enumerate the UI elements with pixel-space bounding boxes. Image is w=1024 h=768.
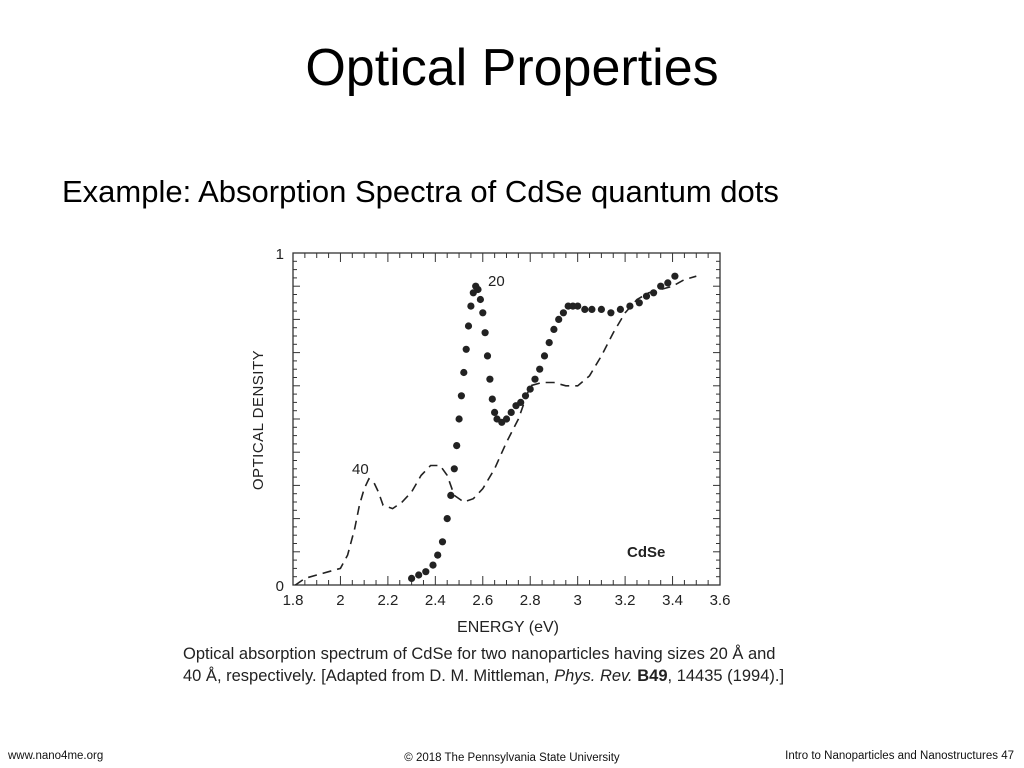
data-point	[457, 392, 465, 400]
material-annotation: CdSe	[627, 544, 665, 561]
x-tick-label: 2.4	[425, 592, 446, 609]
data-point	[597, 305, 606, 313]
x-tick-labels: 1.8 2 2.2 2.4 2.6 2.8 3 3.2 3.4 3.6	[283, 592, 731, 609]
data-point	[540, 352, 549, 360]
data-point	[517, 398, 525, 406]
data-point	[555, 315, 563, 323]
data-point	[474, 285, 482, 294]
data-point	[438, 538, 447, 546]
data-point	[481, 329, 489, 337]
data-point	[657, 282, 665, 290]
data-point	[626, 302, 634, 310]
data-point	[616, 305, 625, 313]
data-point	[483, 352, 492, 360]
footer-copyright: © 2018 The Pennsylvania State University	[404, 752, 620, 764]
data-point	[581, 305, 589, 313]
series-line-40	[294, 275, 697, 586]
data-point	[462, 345, 470, 353]
data-point	[450, 465, 458, 473]
data-point	[488, 395, 496, 403]
x-tick-label: 3.4	[662, 592, 683, 609]
data-point	[443, 515, 451, 523]
data-point	[502, 415, 511, 423]
footer-course-page: Intro to Nanoparticles and Nanostructure…	[785, 750, 1014, 762]
caption-line-1: Optical absorption spectrum of CdSe for …	[183, 645, 776, 663]
footer-website: www.nano4me.org	[8, 750, 104, 762]
data-point	[664, 279, 672, 287]
x-tick-label: 1.8	[283, 592, 304, 609]
series-label-20: 20	[488, 273, 505, 290]
data-point	[453, 442, 461, 450]
data-point	[422, 568, 430, 576]
y-axis-label: OPTICAL DENSITY	[250, 350, 267, 490]
data-point	[507, 408, 515, 416]
x-tick-label: 3.2	[615, 592, 636, 609]
data-point	[650, 289, 658, 297]
x-tick-label: 2.8	[520, 592, 541, 609]
data-point	[526, 385, 534, 393]
data-point	[447, 491, 455, 499]
data-point	[479, 309, 487, 317]
caption-volume: B49	[637, 667, 668, 685]
axis-ticks	[292, 252, 721, 586]
absorption-chart: 1.8 2 2.2 2.4 2.6 2.8 3 3.2 3.4 3.6 01 ENERGY (eV…	[250, 246, 731, 636]
data-point	[464, 322, 473, 330]
y-tick-labels: 01	[276, 246, 284, 595]
y-tick-label: 1	[276, 246, 284, 263]
data-point	[460, 368, 468, 377]
data-point	[536, 365, 544, 373]
data-point	[588, 305, 596, 313]
data-point	[635, 299, 643, 307]
data-point	[671, 272, 679, 280]
data-point	[642, 292, 651, 300]
x-tick-label: 2.6	[472, 592, 493, 609]
data-point	[434, 551, 442, 559]
x-tick-label: 2	[336, 592, 344, 609]
x-tick-label: 3.6	[710, 592, 731, 609]
x-axis-label: ENERGY (eV)	[457, 619, 559, 636]
data-point	[476, 295, 484, 304]
caption-line-2: 40 Å, respectively. [Adapted from D. M. …	[183, 665, 863, 687]
caption-text-a: 40 Å, respectively. [Adapted from D. M. …	[183, 667, 555, 685]
figure-caption: Optical absorption spectrum of CdSe for …	[183, 643, 863, 687]
data-point	[574, 302, 582, 310]
series-label-40: 40	[352, 461, 369, 478]
data-point	[491, 408, 499, 416]
data-point	[559, 309, 568, 317]
caption-text-b: , 14435 (1994).]	[667, 667, 785, 685]
data-point	[455, 415, 463, 423]
caption-journal: Phys. Rev.	[554, 667, 633, 685]
data-point	[408, 574, 416, 583]
x-tick-label: 3	[573, 592, 581, 609]
data-series	[294, 272, 697, 586]
y-tick-label: 0	[276, 578, 284, 595]
data-point	[545, 339, 553, 347]
slide-title: Optical Properties	[305, 39, 719, 97]
data-point	[521, 392, 530, 400]
series-points-20	[408, 272, 679, 583]
data-point	[467, 302, 475, 310]
data-point	[429, 561, 437, 569]
x-tick-label: 2.2	[377, 592, 398, 609]
data-point	[486, 375, 494, 383]
data-point	[550, 325, 558, 333]
data-point	[415, 571, 423, 579]
data-point	[531, 375, 539, 383]
slide-subtitle: Example: Absorption Spectra of CdSe quan…	[62, 174, 779, 209]
data-point	[607, 309, 615, 317]
